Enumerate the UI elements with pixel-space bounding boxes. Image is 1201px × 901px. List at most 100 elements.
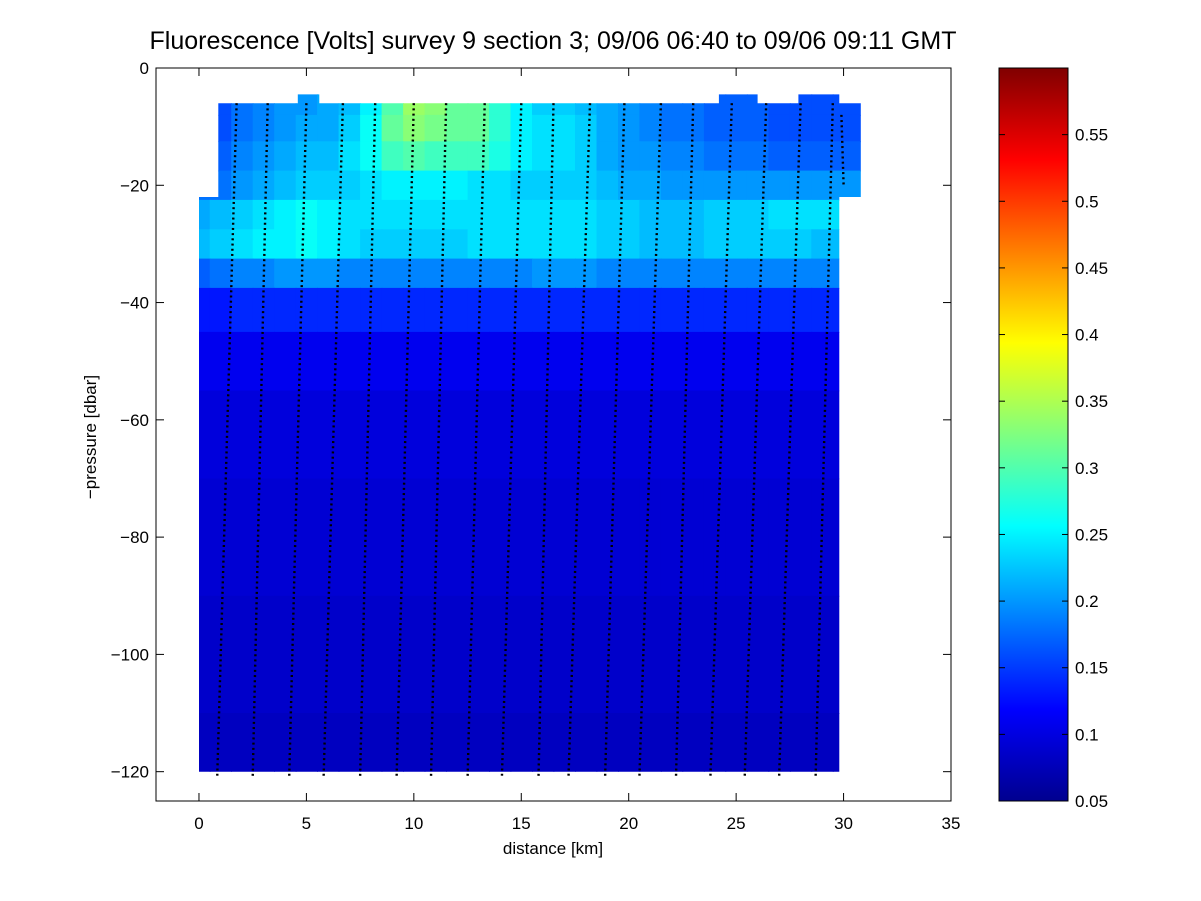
field-cell [403,595,426,714]
field-cell [510,141,533,172]
field-cell [274,713,297,772]
field-cell [811,287,834,333]
field-cell [553,258,576,289]
field-cell [274,287,297,333]
field-cell [424,331,447,392]
cast-profile [466,103,486,778]
field-cell [274,595,297,714]
field-cell [618,331,641,392]
field-cell [209,331,232,392]
field-cell [360,141,383,172]
field-cell [553,390,576,480]
field-cell [403,287,426,333]
field-cell [811,258,834,289]
field-cell [768,141,791,172]
field-cell [360,390,383,480]
field-cell [618,170,641,201]
field-cell [381,141,404,172]
field-cell [575,199,598,230]
field-cell [811,229,834,260]
field-cell [360,331,383,392]
field-cell [338,258,361,289]
field-cell [199,478,211,597]
field-cell [553,287,576,333]
field-cell [446,287,469,333]
field-cell [231,258,254,289]
field-cell [618,114,641,143]
field-cell [660,287,684,333]
field-cell [725,258,748,289]
field-cell [725,287,748,333]
field-cell [532,331,555,392]
field-cell [768,713,791,772]
field-cell [703,199,727,230]
field-cell [811,170,834,201]
field-cell [424,287,447,333]
cast-profile [840,114,845,186]
field-cell [360,258,383,289]
field-cell [317,287,340,333]
field-cell [489,331,512,392]
field-cell [682,141,705,172]
field-cell [575,713,598,772]
field-cell [317,713,340,772]
colorbar-tick-label: 0.1 [1075,725,1099,744]
field-cell [295,114,318,143]
field-cell [768,595,791,714]
field-cell [811,141,834,172]
field-cell [467,595,490,714]
field-cell [639,229,662,260]
field-cell [317,229,340,260]
cast-profile [358,103,377,778]
field-cell [682,287,705,333]
field-cell [596,713,619,772]
field-cell [553,713,576,772]
field-cell [682,199,705,230]
field-cell [703,141,727,172]
field-cell [252,258,275,289]
field-cell [317,478,340,597]
field-cell [553,229,576,260]
field-cell [639,390,662,480]
y-tick-label: −120 [111,763,149,782]
field-cell [553,595,576,714]
field-cell [209,229,232,260]
field-cell [338,595,361,714]
field-cell [725,331,748,392]
field-cell [596,229,619,260]
field-cell [768,287,791,333]
field-cell [231,287,254,333]
field-cell [639,141,662,172]
field-cell [360,478,383,597]
colorbar-tick-label: 0.4 [1075,326,1099,345]
field-cell [575,331,598,392]
field-cell [618,229,641,260]
field-cell [403,114,426,143]
field-cell [446,331,469,392]
field-cell [381,170,404,201]
y-tick-label: −80 [120,528,149,547]
field-cell [231,114,254,143]
fluorescence-field [199,94,861,772]
field-cell [467,258,490,289]
field-cell [746,141,770,172]
field-cell [489,229,512,260]
cast-profile [288,103,308,778]
field-cell [252,331,275,392]
field-cell [317,331,340,392]
field-cell [338,141,361,172]
y-tick-label: −60 [120,411,149,430]
field-cell [768,478,791,597]
field-cell [532,478,555,597]
field-cell [532,390,555,480]
field-cell [274,199,297,230]
field-cell [789,287,813,333]
field-cell [403,258,426,289]
field-cell [789,478,813,597]
cast-profile [429,103,448,778]
field-cell [532,258,555,289]
field-cell [725,595,748,714]
field-cell [360,199,383,230]
field-cell [252,478,275,597]
colorbar-frame [998,67,1069,802]
